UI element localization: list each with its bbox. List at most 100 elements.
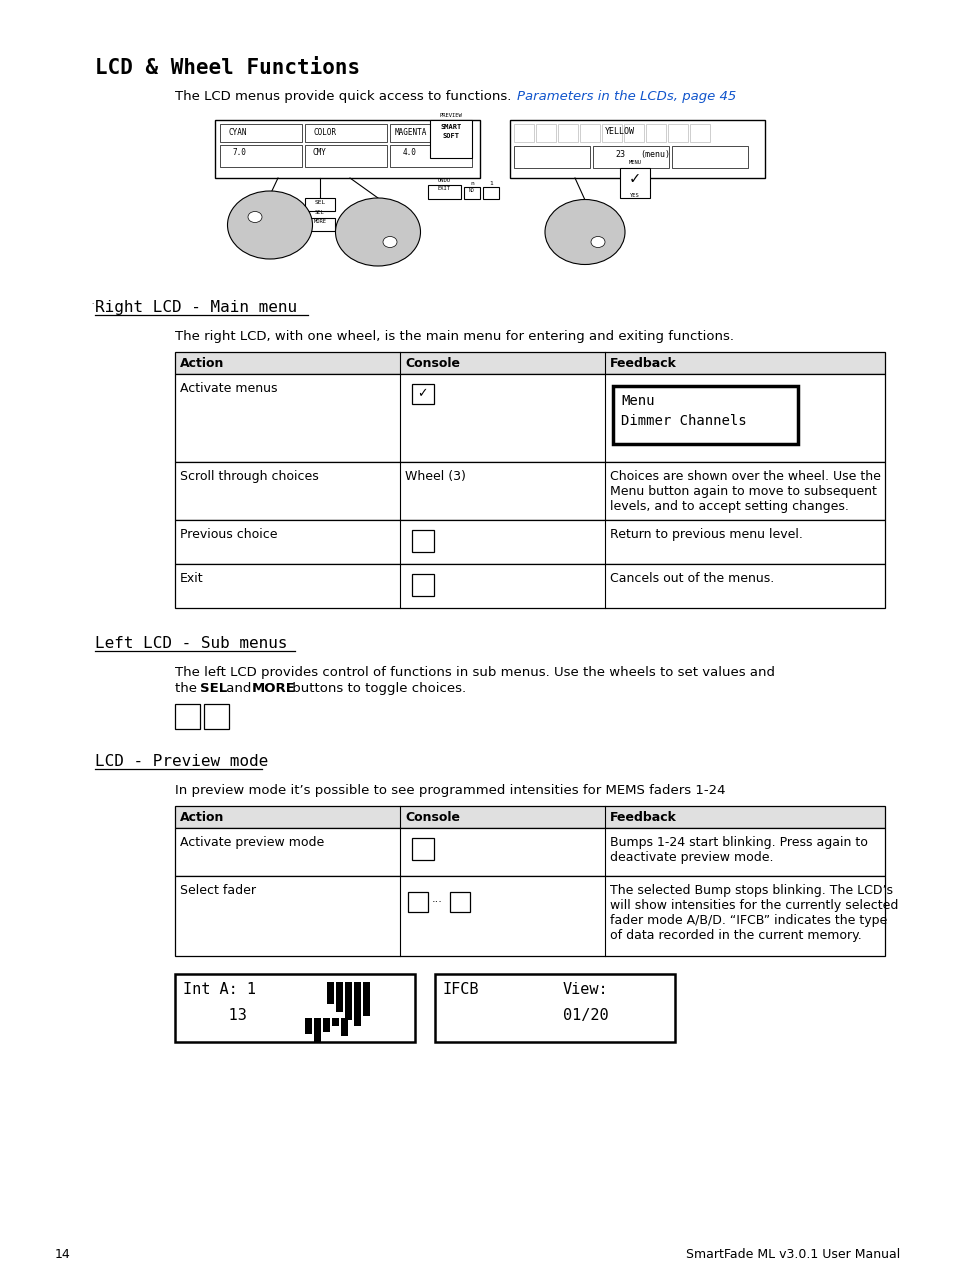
- Bar: [354, 982, 360, 1027]
- Text: Console: Console: [405, 357, 459, 370]
- Text: Parameters in the LCDs, page 45: Parameters in the LCDs, page 45: [517, 90, 736, 103]
- Bar: [174, 828, 884, 876]
- Text: YES: YES: [630, 193, 639, 198]
- Bar: [220, 145, 302, 167]
- Text: IFCB: IFCB: [442, 982, 479, 997]
- Bar: [174, 703, 200, 729]
- Text: 23: 23: [615, 150, 624, 159]
- Bar: [174, 806, 884, 828]
- Text: CMY: CMY: [313, 148, 327, 156]
- Bar: [174, 352, 884, 374]
- Text: Select fader: Select fader: [180, 884, 255, 897]
- Bar: [314, 1018, 320, 1042]
- Bar: [305, 145, 387, 167]
- Bar: [510, 120, 764, 178]
- Bar: [340, 1018, 348, 1035]
- Text: 7.0: 7.0: [233, 148, 247, 156]
- Text: MORE: MORE: [314, 219, 326, 224]
- Bar: [335, 982, 343, 1013]
- Text: ...: ...: [432, 894, 442, 904]
- Text: 13: 13: [183, 1007, 247, 1023]
- Text: 1: 1: [489, 181, 493, 186]
- Text: 01/20: 01/20: [562, 1007, 608, 1023]
- Bar: [623, 123, 643, 142]
- Text: Activate menus: Activate menus: [180, 382, 277, 396]
- Bar: [514, 123, 534, 142]
- Bar: [220, 123, 302, 142]
- Bar: [435, 974, 675, 1042]
- Bar: [450, 892, 470, 912]
- Text: YELLOW: YELLOW: [604, 127, 635, 136]
- Text: Dimmer Channels: Dimmer Channels: [620, 413, 746, 427]
- Text: and: and: [222, 682, 255, 695]
- Bar: [174, 876, 884, 957]
- Text: Feedback: Feedback: [609, 357, 677, 370]
- Text: COLOR: COLOR: [314, 128, 336, 137]
- Bar: [463, 187, 479, 198]
- Bar: [645, 123, 665, 142]
- Bar: [412, 530, 434, 552]
- Text: MENU: MENU: [628, 160, 640, 165]
- Bar: [305, 123, 387, 142]
- Text: SMART: SMART: [440, 123, 461, 130]
- Text: Left LCD - Sub menus: Left LCD - Sub menus: [95, 636, 287, 651]
- Text: 4.0: 4.0: [402, 148, 416, 156]
- Ellipse shape: [335, 198, 420, 266]
- Bar: [390, 123, 472, 142]
- Ellipse shape: [544, 200, 624, 265]
- Text: Right LCD - Main menu: Right LCD - Main menu: [95, 300, 296, 315]
- Text: SEL: SEL: [314, 210, 325, 215]
- Bar: [174, 374, 884, 462]
- Bar: [613, 385, 797, 444]
- Bar: [327, 982, 334, 1004]
- Bar: [671, 146, 747, 168]
- Text: PREVIEW: PREVIEW: [439, 113, 462, 118]
- Text: LCD & Wheel Functions: LCD & Wheel Functions: [95, 59, 359, 78]
- Ellipse shape: [590, 237, 604, 248]
- Text: View:: View:: [562, 982, 608, 997]
- Bar: [558, 123, 578, 142]
- Bar: [536, 123, 556, 142]
- Text: ✓: ✓: [629, 170, 639, 188]
- Bar: [412, 838, 434, 860]
- Bar: [412, 574, 434, 597]
- Bar: [482, 187, 498, 198]
- Bar: [363, 982, 370, 1016]
- Bar: [514, 146, 589, 168]
- Text: The left LCD provides control of functions in sub menus. Use the wheels to set v: The left LCD provides control of functio…: [174, 667, 774, 679]
- Bar: [579, 123, 599, 142]
- Text: SEL: SEL: [200, 682, 227, 695]
- Bar: [204, 703, 229, 729]
- Bar: [390, 145, 472, 167]
- Bar: [323, 1018, 330, 1032]
- Text: The LCD menus provide quick access to functions.: The LCD menus provide quick access to fu…: [174, 90, 511, 103]
- Text: 14: 14: [55, 1248, 71, 1261]
- Bar: [332, 1018, 338, 1027]
- Text: Action: Action: [180, 357, 224, 370]
- Bar: [593, 146, 668, 168]
- Text: The selected Bump stops blinking. The LCD’s
will show intensities for the curren: The selected Bump stops blinking. The LC…: [609, 884, 898, 943]
- Text: Choices are shown over the wheel. Use the
Menu button again to move to subsequen: Choices are shown over the wheel. Use th…: [609, 469, 880, 513]
- Ellipse shape: [382, 237, 396, 248]
- Bar: [412, 384, 434, 404]
- Bar: [174, 520, 884, 563]
- Bar: [601, 123, 621, 142]
- Text: Int A: 1: Int A: 1: [183, 982, 255, 997]
- Text: MAGENTA: MAGENTA: [395, 128, 427, 137]
- Bar: [428, 184, 460, 198]
- Bar: [305, 198, 335, 211]
- Text: (menu): (menu): [639, 150, 669, 159]
- Bar: [667, 123, 687, 142]
- Text: buttons to toggle choices.: buttons to toggle choices.: [288, 682, 466, 695]
- Text: Feedback: Feedback: [609, 812, 677, 824]
- Text: UNDO: UNDO: [437, 178, 450, 183]
- Text: CYAN: CYAN: [229, 128, 247, 137]
- Text: SmartFade ML v3.0.1 User Manual: SmartFade ML v3.0.1 User Manual: [685, 1248, 899, 1261]
- Text: Wheel (3): Wheel (3): [405, 469, 465, 483]
- Text: LCD - Preview mode: LCD - Preview mode: [95, 754, 268, 770]
- Bar: [619, 168, 649, 198]
- Bar: [174, 974, 415, 1042]
- Text: Exit: Exit: [180, 572, 203, 585]
- Bar: [174, 563, 884, 608]
- Text: Bumps 1-24 start blinking. Press again to
deactivate preview mode.: Bumps 1-24 start blinking. Press again t…: [609, 836, 867, 864]
